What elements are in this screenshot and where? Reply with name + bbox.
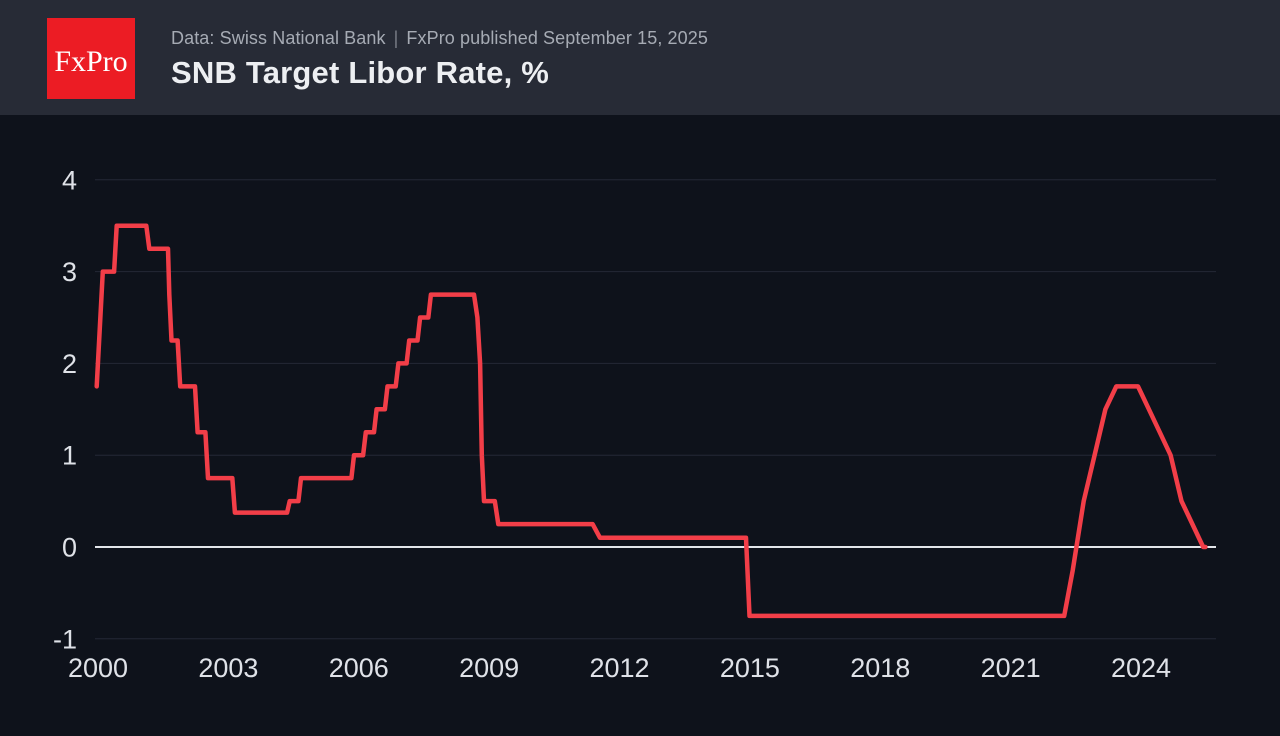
rate-line [94, 223, 1208, 619]
x-axis-tick-label: 2018 [850, 653, 910, 683]
y-axis-tick-label: -1 [53, 624, 77, 654]
header: FxPro Data: Swiss National Bank | FxPro pu… [0, 0, 1280, 115]
x-axis-tick-label: 2000 [68, 653, 128, 683]
fxpro-logo: FxPro [47, 18, 135, 99]
x-axis-tick-label: 2012 [589, 653, 649, 683]
chart-title: SNB Target Libor Rate, % [171, 55, 549, 90]
x-axis-tick-label: 2021 [981, 653, 1041, 683]
data-source-text: Data: Swiss National Bank [171, 28, 386, 48]
subtitle: Data: Swiss National Bank | FxPro publishe… [171, 28, 708, 49]
chart-area: 4 3 2 1 0 -1 2000 2003 2006 2009 2012 2015 2018 2021 2… [0, 115, 1280, 731]
x-axis-tick-label: 2024 [1111, 653, 1171, 683]
fxpro-logo-text: FxPro [54, 44, 128, 78]
subtitle-separator: | [393, 28, 399, 48]
y-axis-tick-label: 1 [62, 441, 77, 471]
y-axis-tick-label: 0 [62, 532, 77, 562]
y-axis-tick-label: 2 [62, 349, 77, 379]
x-axis-tick-label: 2003 [198, 653, 258, 683]
header-text-block: Data: Swiss National Bank | FxPro publishe… [171, 0, 708, 91]
published-text: FxPro published September 15, 2025 [406, 28, 708, 48]
x-axis-tick-label: 2009 [459, 653, 519, 683]
x-axis-tick-label: 2015 [720, 653, 780, 683]
y-axis-tick-label: 4 [62, 165, 77, 195]
x-axis-tick-label: 2006 [329, 653, 389, 683]
y-axis-tick-label: 3 [62, 257, 77, 287]
